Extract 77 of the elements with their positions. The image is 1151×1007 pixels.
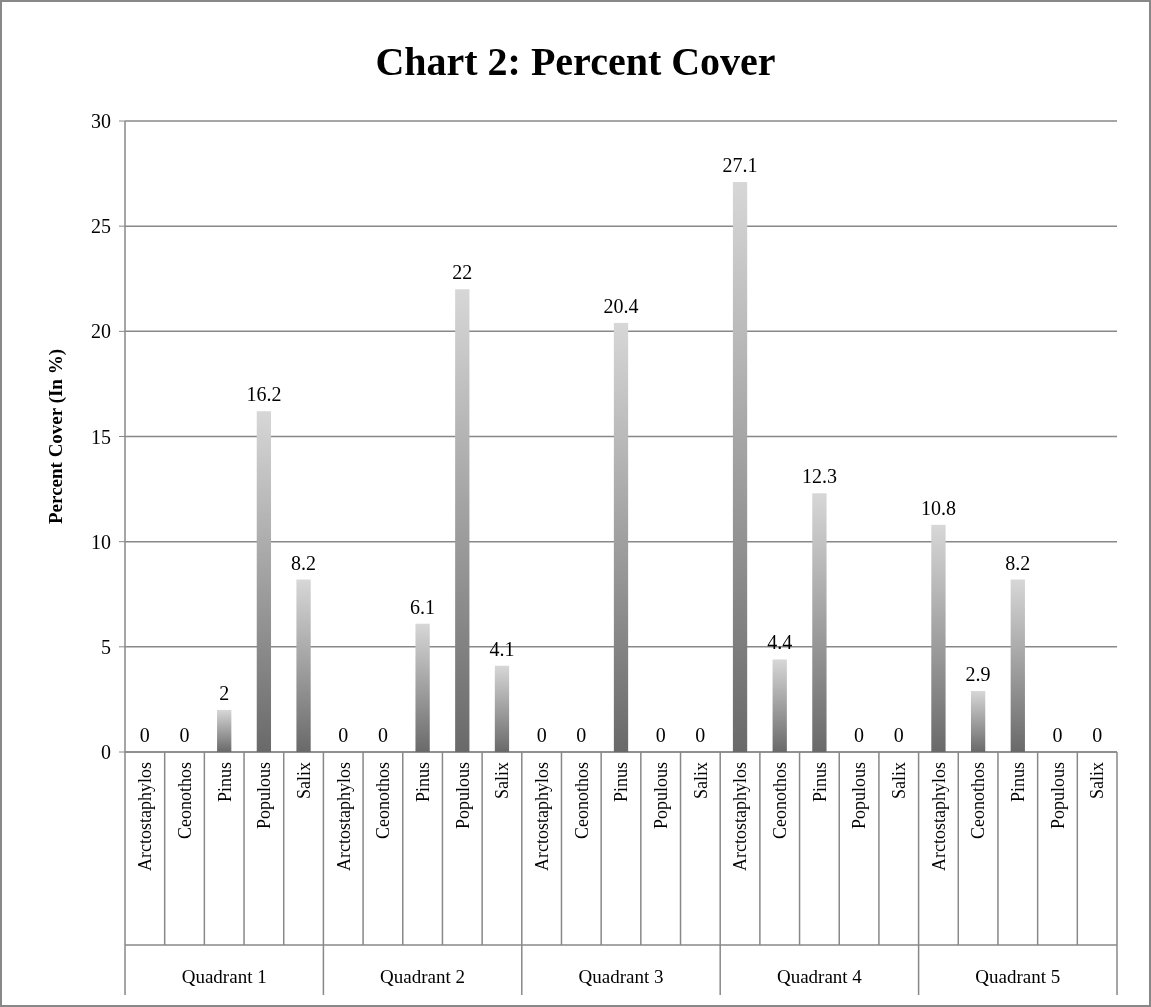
y-tick-label: 15 bbox=[91, 425, 111, 448]
chart-title: Chart 2: Percent Cover bbox=[375, 39, 776, 84]
data-label: 8.2 bbox=[1005, 551, 1031, 574]
bar bbox=[931, 524, 946, 752]
x-tick-label: Ceonothos bbox=[571, 762, 592, 840]
data-label: 0 bbox=[655, 724, 666, 746]
x-tick-label: Salix bbox=[889, 762, 910, 800]
data-label: 4.4 bbox=[767, 631, 793, 654]
bar bbox=[812, 493, 827, 752]
x-tick-label: Arctostaphylos bbox=[531, 762, 552, 871]
bar bbox=[1010, 579, 1025, 752]
x-tick-label: Populous bbox=[1047, 762, 1068, 830]
data-label: 0 bbox=[338, 724, 349, 746]
bar bbox=[494, 665, 510, 752]
data-label: 22 bbox=[452, 261, 473, 284]
x-tick-label: Pinus bbox=[1008, 762, 1029, 803]
text: Quadrant 4 bbox=[776, 966, 863, 987]
bar bbox=[613, 322, 629, 752]
x-tick-label: Arctostaphylos bbox=[928, 762, 949, 871]
data-label: 16.2 bbox=[246, 383, 282, 406]
x-tick-label: Salix bbox=[492, 762, 513, 800]
x-tick-label: Populous bbox=[650, 762, 671, 830]
data-label: 12.3 bbox=[801, 465, 837, 488]
y-tick-label: 5 bbox=[101, 635, 111, 658]
y-tick-label: 0 bbox=[101, 741, 111, 763]
data-label: 2.9 bbox=[965, 663, 991, 685]
y-tick-label: 10 bbox=[91, 530, 111, 553]
x-tick-label: Arctostaphylos bbox=[333, 762, 354, 871]
data-label: 10.8 bbox=[920, 496, 956, 519]
data-label: 0 bbox=[1092, 724, 1103, 746]
bar bbox=[732, 182, 748, 752]
text: Quadrant 5 bbox=[975, 966, 1061, 987]
data-label: 2 bbox=[219, 681, 230, 704]
x-tick-label: Ceonothos bbox=[174, 762, 195, 840]
bar bbox=[772, 659, 787, 752]
x-tick-label: Ceonothos bbox=[968, 762, 989, 840]
bar bbox=[970, 691, 986, 752]
bar bbox=[455, 289, 470, 752]
data-label: 27.1 bbox=[722, 154, 758, 176]
x-tick-label: Ceonothos bbox=[373, 762, 394, 840]
x-tick-label: Populous bbox=[254, 762, 275, 830]
text: Quadrant 1 bbox=[181, 966, 267, 987]
x-tick-label: Arctostaphylos bbox=[730, 762, 751, 871]
y-tick-label: 30 bbox=[91, 110, 111, 132]
bar bbox=[415, 623, 430, 752]
x-tick-label: Pinus bbox=[809, 762, 830, 803]
y-axis-title: Percent Cover (In %) bbox=[45, 349, 67, 524]
data-label: 4.1 bbox=[489, 637, 515, 660]
data-label: 0 bbox=[854, 724, 865, 746]
bar bbox=[256, 411, 272, 752]
x-tick-label: Pinus bbox=[611, 762, 632, 803]
x-tick-label: Pinus bbox=[214, 762, 235, 803]
x-tick-label: Salix bbox=[1087, 762, 1108, 800]
data-label: 0 bbox=[179, 724, 190, 746]
data-label: 8.2 bbox=[291, 551, 317, 574]
data-label: 0 bbox=[536, 724, 547, 746]
y-tick-label: 20 bbox=[91, 320, 111, 343]
data-label: 0 bbox=[695, 724, 706, 746]
data-label: 0 bbox=[576, 724, 587, 746]
bar bbox=[296, 579, 311, 752]
x-tick-label: Ceonothos bbox=[770, 762, 791, 840]
text: Quadrant 2 bbox=[380, 966, 466, 987]
bar bbox=[217, 709, 232, 752]
data-label: 0 bbox=[1052, 724, 1063, 746]
y-tick-label: 25 bbox=[91, 215, 111, 238]
text: Quadrant 3 bbox=[578, 966, 664, 987]
data-label: 0 bbox=[377, 724, 388, 746]
x-tick-label: Salix bbox=[293, 762, 314, 800]
x-tick-label: Populous bbox=[849, 762, 870, 830]
data-label: 6.1 bbox=[410, 595, 436, 618]
data-label: 0 bbox=[139, 724, 150, 746]
x-tick-label: Pinus bbox=[412, 762, 433, 803]
x-tick-label: Arctostaphylos bbox=[135, 762, 156, 871]
data-label: 20.4 bbox=[603, 294, 639, 317]
data-label: 0 bbox=[893, 724, 904, 746]
x-tick-label: Salix bbox=[690, 762, 711, 800]
x-tick-label: Populous bbox=[452, 762, 473, 830]
